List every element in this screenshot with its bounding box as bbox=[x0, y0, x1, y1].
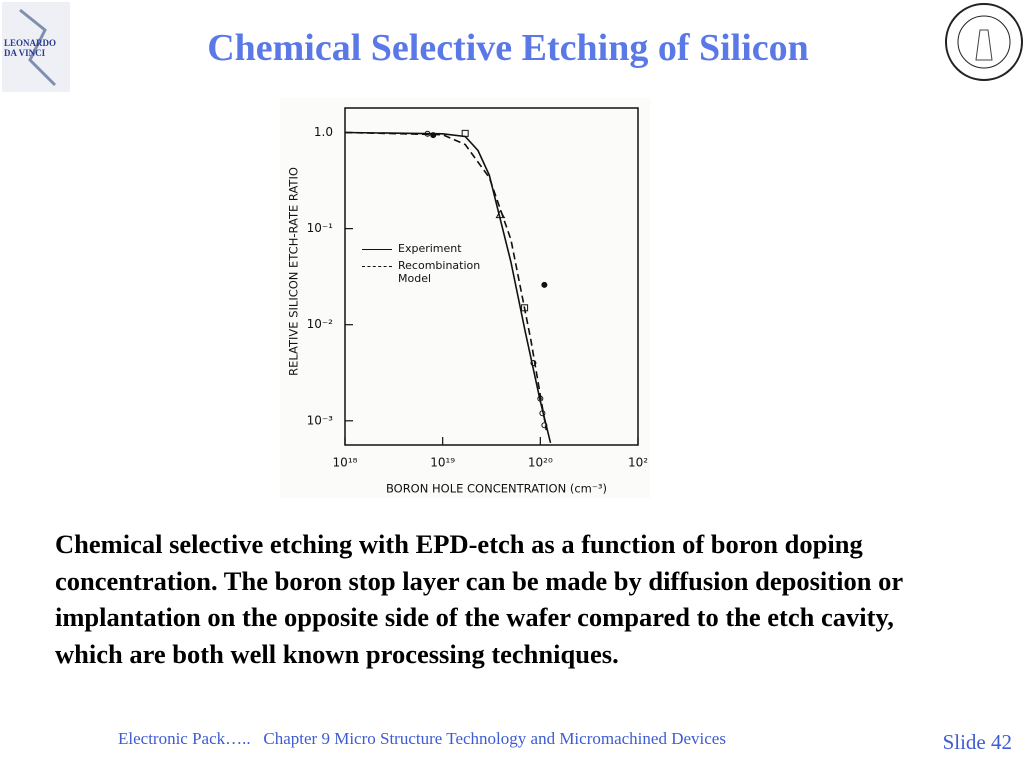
marker-circle bbox=[537, 395, 544, 402]
marker-triangle bbox=[495, 209, 506, 219]
footer-text: Electronic Pack….. Chapter 9 Micro Struc… bbox=[118, 729, 726, 748]
seal-figure bbox=[975, 29, 993, 61]
x-axis-label: BORON HOLE CONCENTRATION (cm⁻³) bbox=[386, 482, 607, 496]
marker-circle bbox=[424, 130, 431, 137]
university-seal bbox=[945, 3, 1023, 81]
marker-dot bbox=[430, 132, 437, 139]
y-tick-label: 10⁻³ bbox=[307, 413, 334, 427]
legend-swatch bbox=[362, 259, 392, 267]
series-line bbox=[344, 131, 552, 443]
legend: Experiment Recombination Model bbox=[362, 242, 502, 289]
logo-text-box: LEONARDO DA VINCI bbox=[4, 38, 57, 58]
y-tick-label: 10⁻¹ bbox=[307, 221, 334, 235]
y-tick-label: 1.0 bbox=[314, 125, 333, 139]
x-tick-label: 10²⁰ bbox=[528, 456, 553, 470]
logo-wing bbox=[19, 8, 57, 87]
legend-swatch bbox=[362, 242, 392, 250]
body-text: Chemical selective etching with EPD-etch… bbox=[55, 529, 903, 669]
legend-item: Experiment bbox=[362, 242, 502, 255]
x-tick-label: 10¹⁸ bbox=[333, 456, 358, 470]
legend-item: Recombination Model bbox=[362, 259, 502, 285]
legend-label: Recombination Model bbox=[398, 259, 481, 285]
slide-number: Slide 42 bbox=[942, 730, 1012, 754]
x-tick-label: 10² bbox=[628, 456, 648, 470]
marker-circle bbox=[530, 359, 537, 366]
marker-square bbox=[461, 129, 469, 137]
plot-frame bbox=[344, 107, 639, 446]
x-tick-label: 10¹⁹ bbox=[430, 456, 455, 470]
marker-dot bbox=[541, 281, 548, 288]
figure-bg bbox=[280, 98, 650, 498]
series-line bbox=[344, 131, 548, 431]
marker-circle bbox=[541, 422, 548, 429]
seal-inner bbox=[957, 15, 1011, 69]
logo-left bbox=[2, 2, 70, 92]
legend-label: Experiment bbox=[398, 242, 462, 255]
marker-circle bbox=[539, 410, 546, 417]
seal-ring bbox=[945, 3, 1023, 81]
y-tick-label: 10⁻² bbox=[307, 317, 334, 331]
logo-text: LEONARDO DA VINCI bbox=[4, 38, 57, 58]
y-axis-label: RELATIVE SILICON ETCH-RATE RATIO bbox=[287, 167, 301, 376]
slide-title: Chemical Selective Etching of Silicon bbox=[207, 27, 809, 69]
marker-square bbox=[521, 304, 529, 312]
